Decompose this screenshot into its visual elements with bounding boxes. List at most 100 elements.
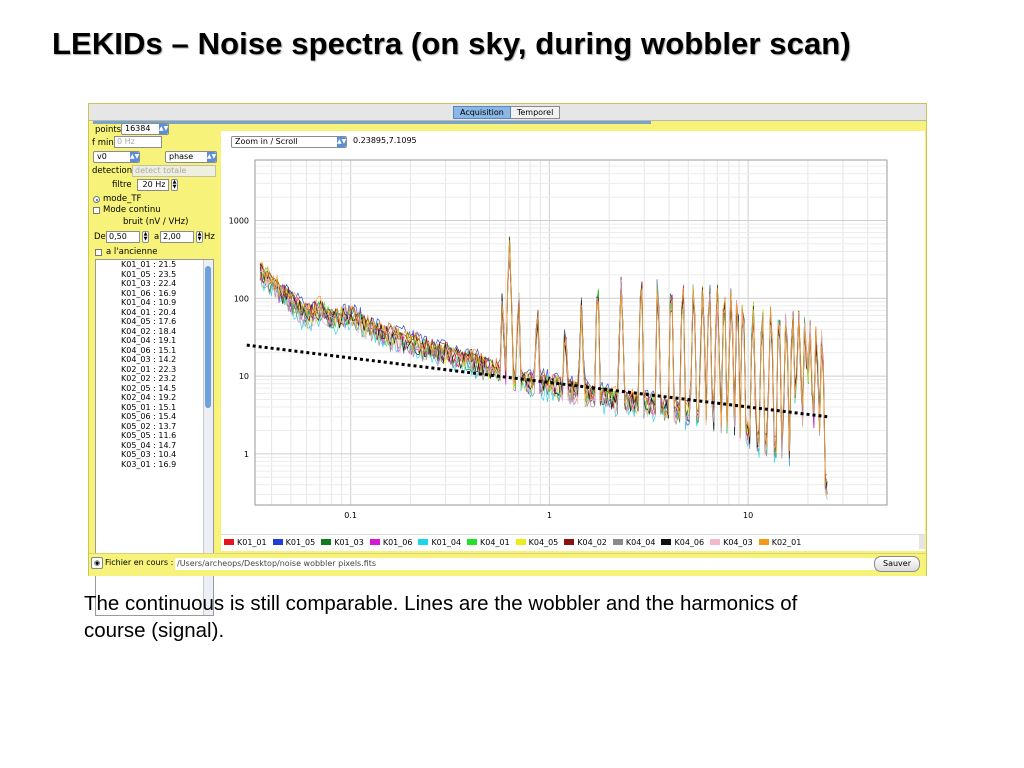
legend-swatch	[515, 539, 526, 545]
legend-label: K04_04	[625, 537, 656, 547]
detector-name: K05_01	[121, 402, 151, 412]
detector-separator: :	[150, 336, 159, 345]
eye-icon[interactable]: ◉	[91, 557, 103, 569]
detector-row[interactable]: K02_05 : 14.5	[96, 384, 213, 394]
file-label: Fichier en cours :	[105, 558, 174, 567]
detector-value: 15.4	[158, 412, 177, 421]
detector-row[interactable]: K02_02 : 23.2	[96, 374, 213, 384]
detection-label: detection	[92, 166, 133, 176]
detection-select[interactable]: detect totale	[132, 165, 216, 177]
detector-separator: :	[150, 374, 159, 383]
mode-select[interactable]: phase ▲▼	[165, 151, 217, 163]
detector-value: 14.7	[158, 440, 177, 450]
detector-name: K04_01	[121, 307, 151, 317]
filtre-label: filtre	[112, 180, 132, 190]
detector-row[interactable]: K02_04 : 19.2	[96, 393, 213, 403]
detector-name: K01_05	[121, 269, 151, 279]
detector-row[interactable]: K04_01 : 20.4	[96, 308, 213, 318]
detector-name: K01_03	[121, 279, 151, 288]
ancienne-label: a l'ancienne	[106, 247, 158, 257]
detector-row[interactable]: K01_04 : 10.9	[96, 298, 213, 308]
detector-value: 14.2	[158, 355, 177, 364]
trend-line	[246, 343, 828, 419]
detector-value: 13.7	[158, 421, 177, 431]
save-button[interactable]: Sauver	[874, 556, 920, 572]
detector-row[interactable]: K04_04 : 19.1	[96, 336, 213, 346]
detector-row[interactable]: K04_03 : 14.2	[96, 355, 213, 365]
ancienne-checkbox[interactable]	[95, 249, 102, 256]
detector-value: 19.1	[158, 336, 177, 345]
legend-label: K01_05	[285, 537, 316, 547]
detector-row[interactable]: K05_06 : 15.4	[96, 412, 213, 422]
detector-name: K04_02	[121, 326, 151, 336]
detector-separator: :	[150, 326, 159, 336]
legend-item: K04_03	[710, 538, 753, 547]
detector-row[interactable]: K03_01 : 16.9	[96, 460, 213, 470]
legend-item: K04_04	[612, 537, 656, 547]
legend-label: K04_01	[480, 537, 510, 547]
plot-panel: 0.1 1 10 1 10 100 1000 Zoom in / Scroll ▲▼ 0.2…	[221, 131, 925, 551]
x-tick-label: 0.1	[344, 511, 357, 520]
legend-item: K04_01	[467, 538, 510, 547]
chevron-updown-icon: ▲▼	[159, 124, 169, 134]
y-tick-label: 100	[234, 294, 249, 303]
legend-swatch	[224, 539, 234, 545]
legend-scrollbar[interactable]	[919, 535, 925, 549]
detector-row[interactable]: K05_05 : 11.6	[96, 431, 213, 441]
detector-name: K01_04	[121, 298, 151, 307]
legend-item: K01_06	[369, 538, 412, 547]
detector-row[interactable]: K01_01 : 21.5	[96, 260, 213, 270]
detector-row[interactable]: K05_01 : 15.1	[96, 403, 213, 413]
detector-row[interactable]: K04_02 : 18.4	[96, 327, 213, 337]
detector-separator: :	[150, 431, 159, 440]
detector-row[interactable]: K02_01 : 22.3	[96, 365, 213, 375]
list-scrollbar[interactable]	[203, 260, 213, 615]
de-label: De	[94, 232, 106, 242]
detector-value: 10.9	[158, 298, 177, 307]
detector-row[interactable]: K05_03 : 10.4	[96, 450, 213, 460]
detector-row[interactable]: K04_06 : 15.1	[96, 346, 213, 356]
mode-continu-checkbox[interactable]	[93, 207, 100, 214]
points-select[interactable]: 16384 ▲▼	[121, 123, 169, 135]
plot-frame	[254, 159, 888, 506]
chevron-updown-icon: ▲▼	[337, 137, 347, 147]
channel-select[interactable]: v0 ▲▼	[93, 151, 140, 163]
series-line-k01-01	[259, 252, 828, 476]
legend-label: K04_06	[674, 537, 705, 547]
detector-row[interactable]: K01_05 : 23.5	[96, 270, 213, 280]
list-scroll-thumb[interactable]	[205, 266, 211, 408]
detector-row[interactable]: K04_05 : 17.6	[96, 317, 213, 327]
noise-spectrum-chart[interactable]: 0.1 1 10 1 10 100 1000	[221, 131, 925, 534]
a-stepper[interactable]: ▲ ▼	[196, 231, 203, 243]
fmin-field[interactable]: 0 Hz	[114, 136, 162, 148]
detector-value: 17.6	[158, 317, 177, 326]
de-stepper[interactable]: ▲ ▼	[142, 231, 149, 243]
filtre-field[interactable]: 20 Hz	[137, 179, 169, 191]
series-line-k04-03	[260, 250, 828, 499]
detector-value: 23.5	[158, 269, 177, 279]
detector-separator: :	[150, 345, 159, 355]
detector-list[interactable]: K01_01 : 21.5 K01_05 : 23.5 K01_03 : 22.4 K…	[95, 259, 214, 616]
detector-separator: :	[150, 317, 159, 326]
de-field[interactable]: 0,50	[106, 231, 140, 243]
tab-acquisition[interactable]: Acquisition	[453, 106, 511, 119]
zoom-select[interactable]: Zoom in / Scroll ▲▼	[231, 136, 347, 148]
series-line-k02-01	[259, 240, 828, 484]
detector-separator: :	[150, 260, 159, 269]
detector-value: 22.3	[158, 364, 177, 374]
file-path-field[interactable]: /Users/archeops/Desktop/noise wobbler pi…	[175, 558, 875, 570]
detector-name: K05_03	[121, 450, 151, 459]
mode-continu-label: Mode continu	[103, 205, 161, 215]
detector-row[interactable]: K01_06 : 16.9	[96, 289, 213, 299]
mode-tf-radio[interactable]	[93, 196, 100, 203]
fmin-label: f min	[92, 138, 114, 148]
a-field[interactable]: 2,00	[160, 231, 194, 243]
filtre-stepper[interactable]: ▲ ▼	[171, 179, 178, 191]
detector-row[interactable]: K01_03 : 22.4	[96, 279, 213, 289]
detector-separator: :	[150, 412, 159, 421]
detector-row[interactable]: K05_02 : 13.7	[96, 422, 213, 432]
detector-row[interactable]: K05_04 : 14.7	[96, 441, 213, 451]
legend-item: K04_05	[515, 538, 558, 547]
series-line-k01-04	[259, 250, 828, 500]
tab-temporel[interactable]: Temporel	[510, 106, 561, 119]
